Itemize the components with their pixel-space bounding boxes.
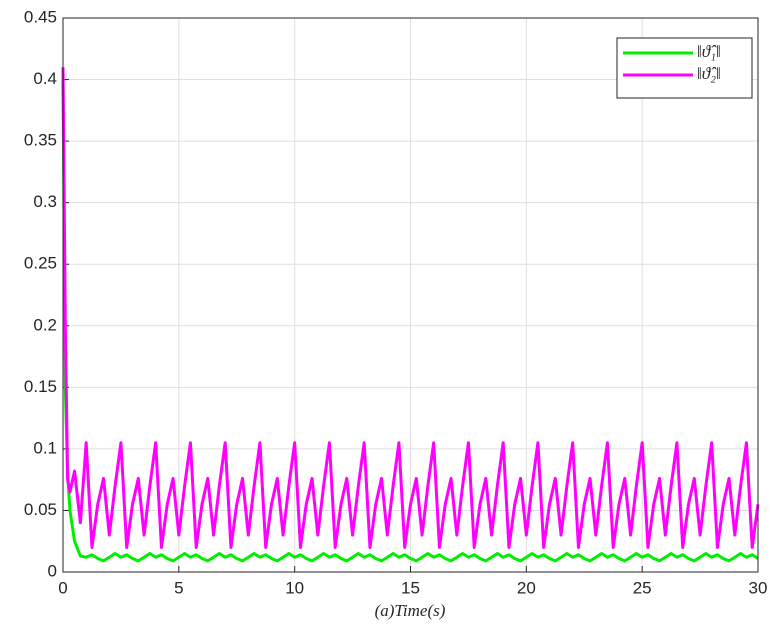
axes-frame	[62, 17, 759, 573]
y-tick-label: 0.4	[33, 69, 57, 88]
y-tick-label: 0.2	[33, 315, 57, 334]
legend-label: ‖ϑ̂₁‖	[697, 42, 721, 61]
x-tick-label: 15	[401, 578, 420, 597]
x-tick-label: 0	[58, 578, 67, 597]
y-tick-label: 0.25	[24, 254, 57, 273]
y-tick-label: 0.15	[24, 377, 57, 396]
legend-label: ‖ϑ̂₂‖	[697, 64, 721, 83]
x-tick-label: 10	[285, 578, 304, 597]
y-tick-label: 0	[48, 561, 57, 580]
x-tick-label: 25	[633, 578, 652, 597]
line-series	[61, 79, 759, 563]
legend-box	[616, 37, 753, 99]
y-tick-label: 0.05	[24, 500, 57, 519]
line-series	[61, 67, 760, 549]
x-axis-label: (a)Time(s)	[375, 601, 446, 620]
x-tick-label: 20	[517, 578, 536, 597]
y-tick-label: 0.1	[33, 438, 57, 457]
y-tick-label: 0.3	[33, 192, 57, 211]
x-tick-label: 5	[174, 578, 183, 597]
y-tick-label: 0.35	[24, 131, 57, 150]
y-tick-label: 0.45	[24, 7, 57, 26]
x-tick-label: 30	[749, 578, 768, 597]
